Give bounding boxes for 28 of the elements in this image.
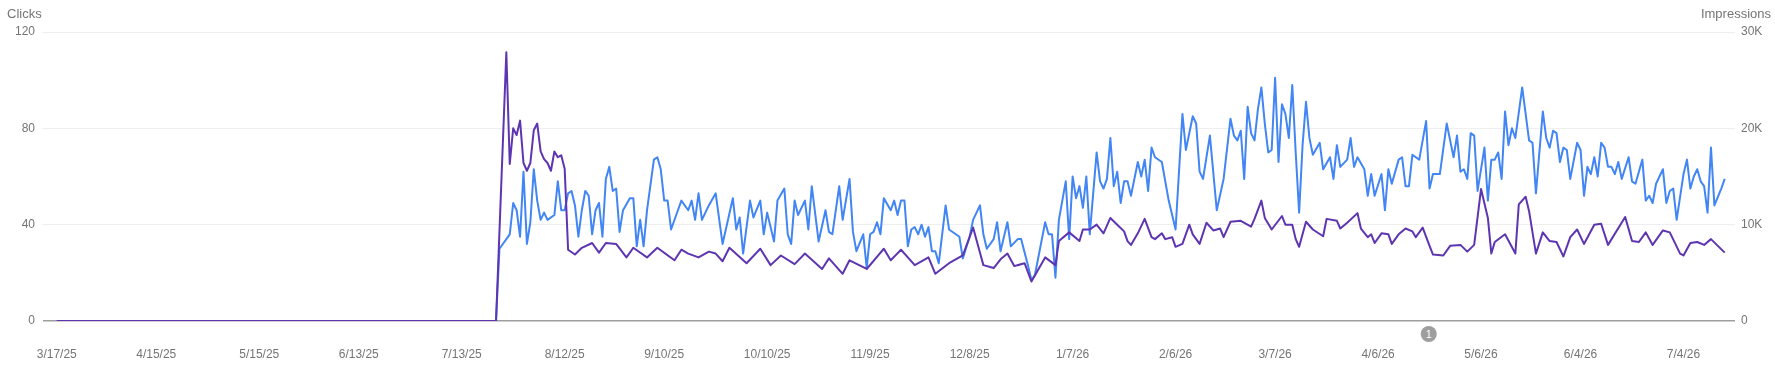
text: 1 [1425,327,1432,340]
y-tick-label: 40 [21,216,36,231]
y2-tick-label: 20K [1741,120,1763,135]
y-tick-label: 0 [28,313,36,328]
x-tick-label: 4/15/25 [136,346,177,361]
x-tick-label: 5/15/25 [239,346,280,361]
x-tick-label: 3/7/26 [1258,346,1293,361]
y-tick-label: 120 [14,24,36,39]
x-tick-label: 2/6/26 [1158,346,1193,361]
x-tick-label: 8/12/25 [544,346,586,361]
y2-tick-label: 0 [1741,313,1748,328]
x-tick-label: 4/6/26 [1361,346,1396,361]
x-tick-label: 11/9/25 [850,346,891,361]
y-axis-title: Clicks [7,6,43,21]
x-tick-label: 6/13/25 [338,346,380,361]
x-tick-label: 1/7/26 [1055,346,1090,361]
x-tick-label: 12/8/25 [949,346,990,361]
y2-tick-label: 30K [1741,24,1763,39]
x-tick-label: 7/13/25 [441,346,483,361]
x-tick-label: 3/17/25 [36,346,78,361]
x-tick-label: 9/10/25 [644,346,685,361]
x-tick-label: 7/4/26 [1666,346,1701,361]
x-tick-label: 6/4/26 [1563,346,1598,361]
y2-tick-label: 10K [1741,216,1763,231]
x-tick-label: 10/10/25 [743,346,791,361]
x-tick-label: 5/6/26 [1464,346,1499,361]
y2-axis-title: Impressions [1700,6,1772,21]
y-tick-label: 80 [21,120,36,135]
